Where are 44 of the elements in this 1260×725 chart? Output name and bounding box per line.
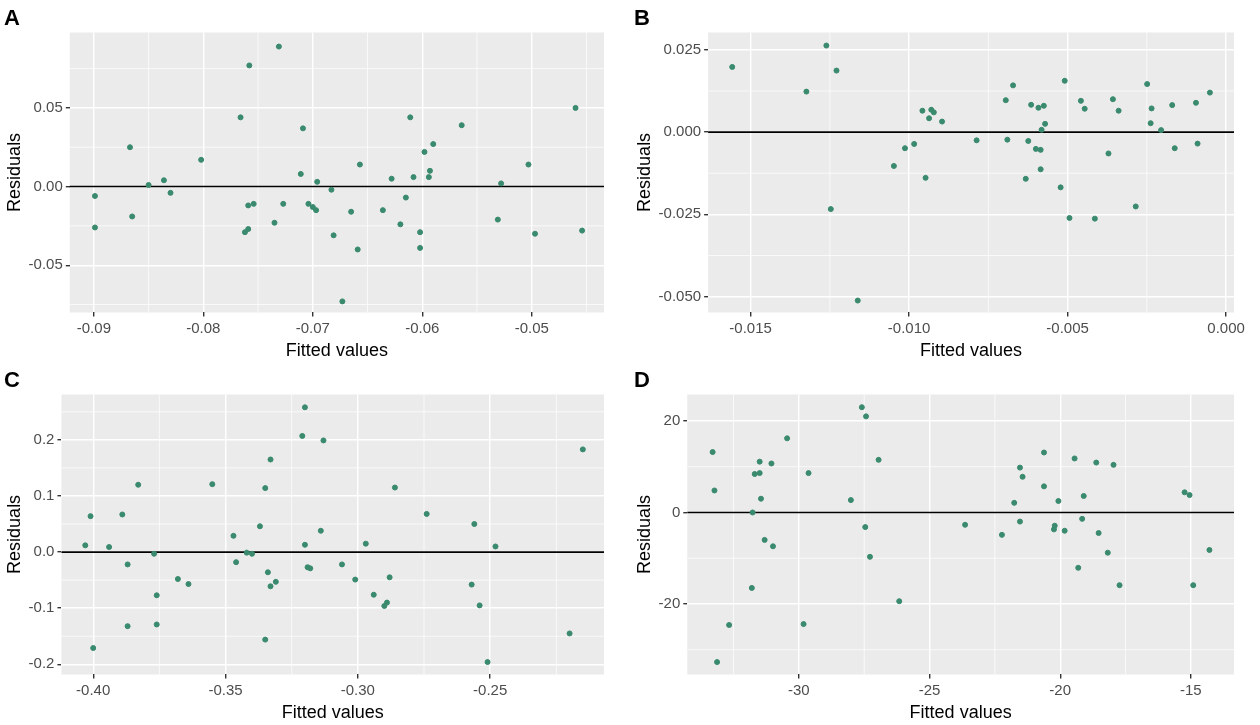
x-tick-label: -0.30 — [340, 680, 375, 698]
y-tick-label: 0 — [671, 502, 681, 520]
x-axis-title: Fitted values — [920, 340, 1023, 361]
x-tick-label: -25 — [918, 680, 941, 698]
chart-title: C — [4, 367, 20, 393]
x-axis-title: Fitted values — [909, 702, 1012, 723]
x-tick-label: -0.25 — [473, 680, 508, 698]
y-tick-label: -20 — [658, 594, 681, 612]
x-tick-label: -0.40 — [76, 680, 111, 698]
y-tick-label: 0.1 — [33, 486, 55, 504]
x-tick-label: -0.010 — [887, 318, 931, 336]
x-tick-label: -0.09 — [76, 318, 111, 336]
y-axis-title: Residuals — [3, 132, 24, 212]
x-tick-label: -15 — [1180, 680, 1202, 698]
x-tick-label: -30 — [788, 680, 810, 698]
y-tick-label: 0.05 — [33, 98, 63, 116]
x-tick-label: -0.07 — [295, 318, 330, 336]
y-tick-label: -0.025 — [658, 204, 702, 222]
x-tick-label: -0.005 — [1046, 318, 1089, 336]
chart-title: A — [4, 5, 20, 31]
x-tick-label: -0.35 — [208, 680, 243, 698]
y-tick-label: -0.05 — [28, 255, 63, 273]
chart-title: B — [634, 5, 650, 31]
y-tick-label: -0.050 — [658, 286, 702, 304]
y-tick-label: 20 — [663, 411, 681, 429]
y-tick-label: -0.2 — [28, 654, 55, 672]
y-axis-title: Residuals — [633, 494, 654, 574]
y-tick-label: 0.0 — [33, 542, 55, 560]
y-axis-title: Residuals — [633, 132, 654, 212]
y-tick-label: 0.025 — [663, 39, 702, 57]
y-axis-title: Residuals — [3, 494, 24, 574]
x-axis-title: Fitted values — [281, 702, 384, 723]
y-tick-label: 0.2 — [33, 429, 55, 447]
y-tick-label: -0.1 — [28, 598, 55, 616]
y-tick-label: 0.00 — [33, 176, 63, 194]
x-tick-label: 0.000 — [1207, 318, 1245, 336]
y-tick-label: 0.000 — [663, 122, 702, 140]
x-tick-label: -0.05 — [514, 318, 549, 336]
chart-title: D — [634, 367, 650, 393]
x-tick-label: -0.015 — [729, 318, 772, 336]
x-tick-label: -0.06 — [405, 318, 440, 336]
x-tick-label: -0.08 — [186, 318, 221, 336]
x-tick-label: -20 — [1049, 680, 1072, 698]
x-axis-title: Fitted values — [285, 340, 388, 361]
